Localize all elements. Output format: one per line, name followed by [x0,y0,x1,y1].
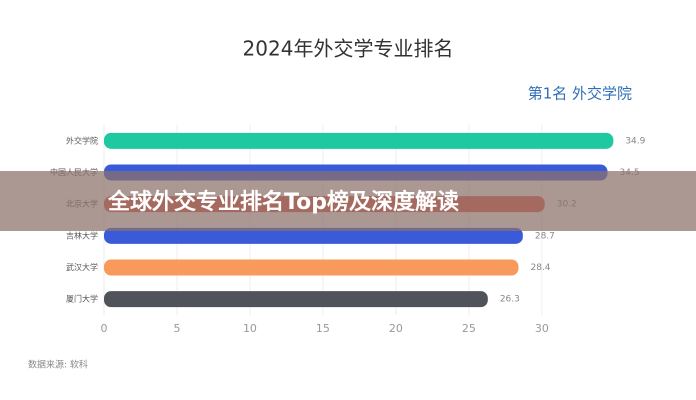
value-label: 28.4 [530,263,550,273]
bar [104,132,614,149]
x-tick-label: 20 [389,322,403,335]
x-tick-label: 15 [316,322,330,335]
y-tick-label: 外交学院 [66,135,98,145]
chart-subtitle: 第1名 外交学院 [528,85,632,103]
x-tick-label: 30 [535,322,549,335]
y-tick-label: 厦门大学 [66,294,98,304]
source-note: 数据来源: 软科 [28,359,88,371]
y-tick-label: 武汉大学 [66,262,98,272]
x-tick-label: 10 [243,322,257,335]
value-label: 28.7 [535,231,555,241]
x-tick-label: 0 [101,322,108,335]
banner-text: 全球外交专业排名Top榜及深度解读 [107,189,459,215]
chart-title: 2024年外交学专业排名 [243,37,454,61]
x-tick-label: 25 [462,322,476,335]
bar [104,227,523,244]
x-tick-label: 5 [173,322,180,335]
bar [104,259,519,276]
value-label: 34.9 [625,136,645,146]
value-label: 26.3 [500,295,520,305]
y-tick-label: 吉林大学 [66,230,98,240]
banner [0,171,696,231]
bar [104,291,488,308]
